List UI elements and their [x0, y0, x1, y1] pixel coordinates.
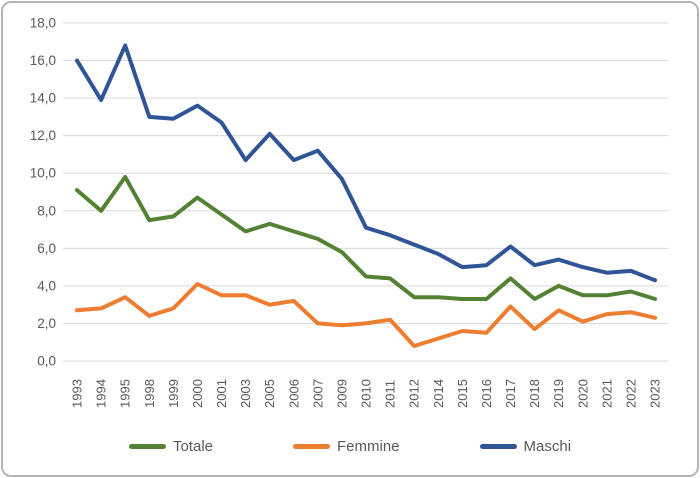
legend-item-maschi: Maschi	[479, 437, 572, 455]
x-tick-label: 2010	[359, 379, 374, 408]
x-tick-label: 2019	[551, 379, 566, 408]
y-tick-label: 10,0	[30, 166, 56, 181]
x-tick-label: 2009	[334, 379, 349, 408]
legend-item-totale: Totale	[128, 437, 213, 455]
x-tick-label: 1993	[70, 379, 85, 408]
x-tick-label: 2020	[575, 379, 590, 408]
x-tick-label: 2011	[383, 380, 398, 408]
x-tick-label: 1999	[166, 379, 181, 408]
y-tick-label: 8,0	[37, 203, 56, 218]
x-axis-labels: 1993 1994 1995 1998 1999 2000 2001 2003 2005 2006…	[70, 379, 663, 408]
x-tick-label: 2000	[190, 379, 205, 408]
x-tick-label: 2022	[623, 379, 638, 408]
x-tick-label: 2023	[648, 379, 663, 408]
x-tick-label: 2001	[214, 379, 229, 408]
x-tick-label: 1995	[118, 379, 133, 408]
y-tick-label: 14,0	[30, 91, 56, 106]
x-tick-label: 2021	[599, 379, 614, 408]
legend-swatch-femmine	[293, 443, 330, 449]
x-tick-label: 1994	[94, 379, 109, 408]
x-tick-label: 2012	[407, 379, 422, 408]
x-tick-label: 2018	[527, 379, 542, 408]
x-tick-label: 2006	[286, 379, 301, 408]
y-tick-label: 6,0	[37, 241, 56, 256]
legend-label-femmine: Femmine	[337, 437, 400, 455]
y-tick-label: 12,0	[30, 128, 56, 143]
gridlines	[63, 22, 668, 362]
y-axis-labels: 0,0 2,0 4,0 6,0 8,0 10,0 12,0 14,0 16,0 18,0	[30, 16, 56, 369]
x-tick-label: 2015	[455, 379, 470, 408]
y-tick-label: 2,0	[37, 316, 56, 331]
x-tick-label: 2017	[503, 379, 518, 408]
y-tick-label: 16,0	[30, 53, 56, 68]
x-tick-label: 2003	[238, 379, 253, 408]
series-line-maschi	[75, 43, 657, 283]
x-tick-label: 2005	[262, 379, 277, 408]
x-tick-label: 2014	[431, 379, 446, 408]
x-tick-label: 1998	[142, 379, 157, 408]
y-tick-label: 0,0	[37, 354, 56, 369]
legend-label-maschi: Maschi	[523, 437, 572, 455]
legend-label-totale: Totale	[172, 437, 213, 455]
chart-legend: Totale Femmine Maschi	[0, 434, 700, 458]
x-tick-label: 2007	[310, 379, 325, 408]
x-tick-label: 2016	[479, 379, 494, 408]
series-line-totale	[75, 175, 657, 301]
legend-swatch-totale	[128, 443, 166, 449]
y-tick-label: 18,0	[30, 16, 56, 31]
legend-item-femmine: Femmine	[293, 439, 400, 454]
legend-swatch-maschi	[479, 443, 517, 449]
y-tick-label: 4,0	[37, 278, 56, 293]
series-line-femmine	[75, 282, 657, 348]
